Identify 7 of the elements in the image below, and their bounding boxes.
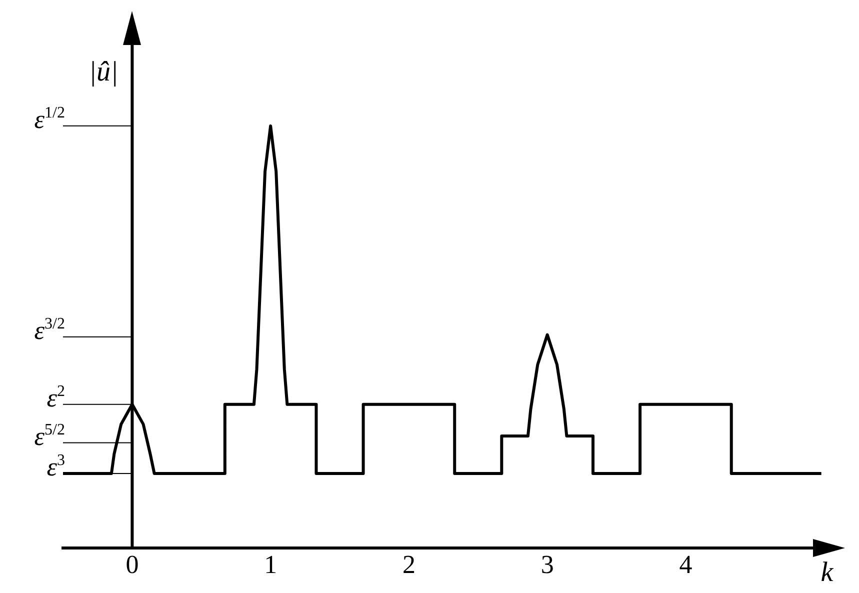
x-axis-title: k [820, 557, 834, 588]
x-tick-label: 4 [679, 550, 692, 580]
x-tick-label: 0 [126, 550, 139, 580]
y-axis-title: |û| [88, 56, 118, 88]
x-tick-label: 2 [402, 550, 416, 580]
x-tick-label: 1 [264, 550, 278, 580]
x-tick-label: 3 [540, 550, 554, 580]
